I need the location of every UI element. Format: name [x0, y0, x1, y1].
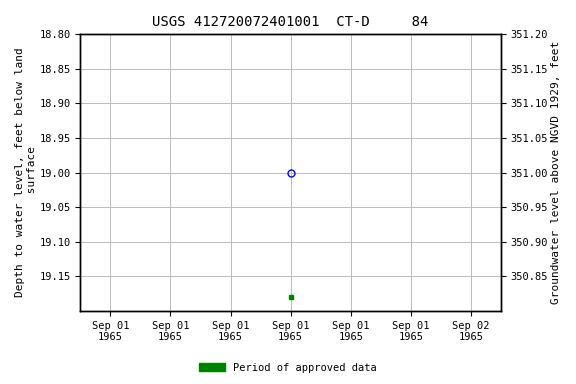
Y-axis label: Groundwater level above NGVD 1929, feet: Groundwater level above NGVD 1929, feet [551, 41, 561, 304]
Title: USGS 412720072401001  CT-D     84: USGS 412720072401001 CT-D 84 [153, 15, 429, 29]
Y-axis label: Depth to water level, feet below land
 surface: Depth to water level, feet below land su… [15, 48, 37, 298]
Legend: Period of approved data: Period of approved data [195, 359, 381, 377]
